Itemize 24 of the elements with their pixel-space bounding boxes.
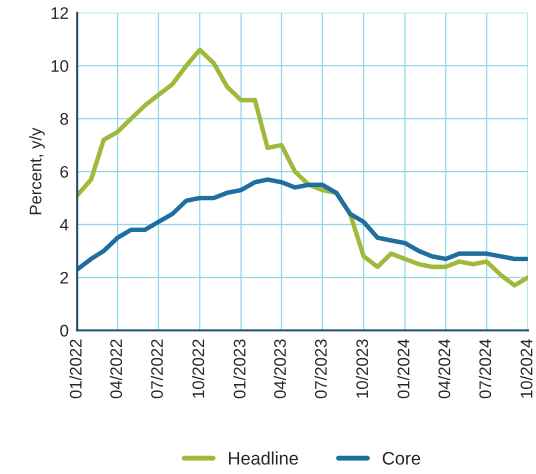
x-tick-label: 10/2022 — [192, 340, 204, 398]
x-tick-label: 01/2024 — [397, 339, 410, 398]
x-tick-label: 07/2024 — [478, 339, 492, 398]
x-tick-label: 04/2023 — [274, 339, 286, 398]
y-tick-label: 0 — [60, 324, 68, 337]
legend-label: Headline — [228, 451, 298, 465]
y-tick-label: 6 — [60, 166, 68, 178]
x-tick-label: 04/2024 — [438, 339, 450, 398]
legend-label: Core — [382, 452, 420, 465]
y-tick-label: 12 — [52, 7, 68, 19]
line-series — [77, 177, 528, 272]
y-tick-label: 2 — [60, 272, 68, 284]
x-tick-label: 10/2023 — [356, 339, 368, 398]
x-tick-label: 07/2023 — [314, 339, 327, 398]
x-tick-label: 10/2024 — [520, 339, 532, 398]
y-tick-label: 8 — [60, 113, 68, 125]
y-tick-label: 4 — [60, 219, 68, 231]
x-tick-label: 07/2022 — [150, 340, 163, 398]
x-tick-label: 01/2023 — [233, 339, 246, 398]
x-tick-label: 01/2022 — [69, 340, 82, 398]
y-tick-label: 10 — [52, 60, 68, 72]
y-axis-title: Percent, y/y — [29, 128, 45, 214]
x-tick-label: 04/2022 — [110, 340, 122, 398]
line-series — [77, 48, 528, 288]
